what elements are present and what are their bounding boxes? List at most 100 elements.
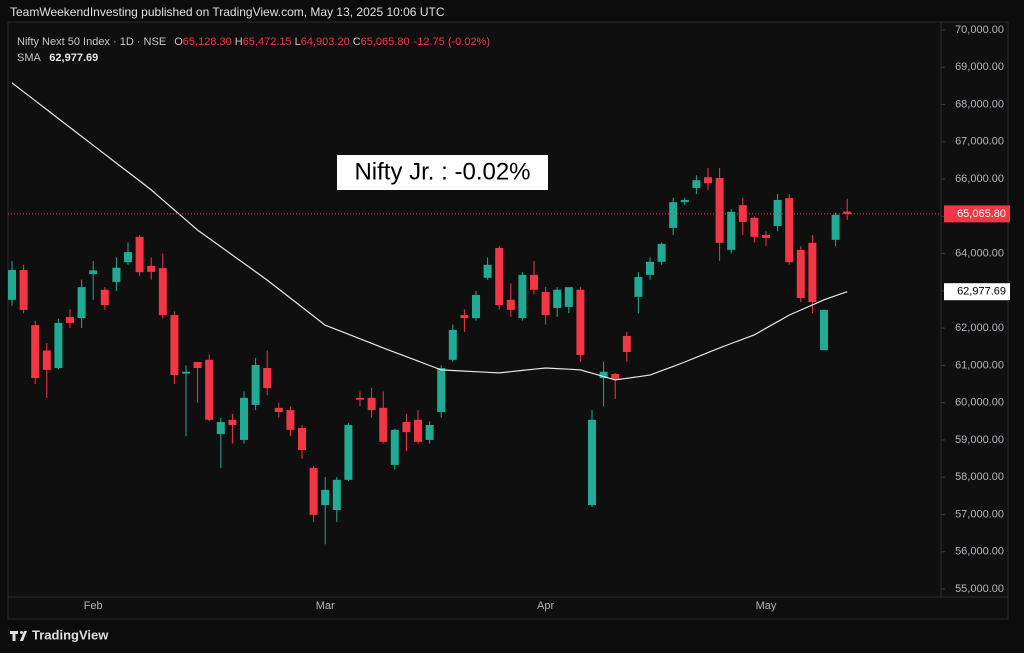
candle-body xyxy=(715,177,724,243)
sma-price-label: 62,977.69 xyxy=(957,286,1006,298)
candle-body xyxy=(634,277,643,297)
candle-body xyxy=(135,236,144,273)
candle-body xyxy=(298,428,306,450)
x-tick-label: Feb xyxy=(84,600,103,612)
ohlc-key: L xyxy=(295,36,301,48)
candle-body xyxy=(437,368,446,412)
candle-body xyxy=(240,397,248,440)
candle-body xyxy=(576,289,585,355)
candle-body xyxy=(390,429,399,465)
sma-price-box xyxy=(944,283,1010,301)
candle-body xyxy=(738,205,747,222)
symbol: Nifty Next 50 Index · 1D · NSE xyxy=(17,36,166,48)
y-tick-label: 67,000.00 xyxy=(955,136,1004,148)
candle-body xyxy=(228,419,237,426)
candle-body xyxy=(646,261,654,275)
ohlc-value: 65,065.80 xyxy=(361,36,410,48)
x-tick-label: Mar xyxy=(316,600,335,612)
ohlc-value: 65,128.30 xyxy=(183,36,232,48)
logo-icon xyxy=(10,631,27,641)
candle-body xyxy=(170,315,179,376)
sma-value: 62,977.69 xyxy=(49,52,98,64)
candle-body xyxy=(251,365,260,405)
y-tick-label: 56,000.00 xyxy=(955,546,1004,558)
candle-body xyxy=(124,252,132,263)
y-tick-label: 69,000.00 xyxy=(955,61,1004,73)
candle-body xyxy=(309,467,318,515)
x-tick-label: Apr xyxy=(537,600,554,612)
candle-body xyxy=(541,291,550,316)
candle-body xyxy=(286,410,295,430)
candle-body xyxy=(216,422,225,434)
candle-body xyxy=(89,270,98,275)
candle-body xyxy=(657,243,666,262)
publish-header: TeamWeekendInvesting published on Tradin… xyxy=(10,5,445,19)
sma-legend: SMA 62,977.69 xyxy=(17,52,98,64)
candle-body xyxy=(564,287,573,307)
candle-body xyxy=(750,217,759,237)
candle-body xyxy=(414,419,422,442)
candle-body xyxy=(193,362,202,369)
candle-body xyxy=(796,249,805,298)
x-tick-label: May xyxy=(756,600,777,612)
candle-body xyxy=(611,373,620,379)
candle-body xyxy=(31,325,40,379)
annotation-box xyxy=(337,155,548,190)
last-price-label: 65,065.80 xyxy=(957,208,1006,220)
candle-body xyxy=(762,234,770,238)
candle-body xyxy=(205,359,214,420)
candle-body xyxy=(182,371,190,374)
candle-body xyxy=(553,289,562,309)
footer-brand: TradingView xyxy=(32,627,109,642)
candle-body xyxy=(530,274,538,290)
candle-body xyxy=(704,177,712,184)
candle-body xyxy=(599,371,608,379)
candle-body xyxy=(622,335,631,352)
candle-body xyxy=(321,489,330,506)
candle-body xyxy=(506,299,515,310)
y-tick-label: 70,000.00 xyxy=(955,24,1004,36)
ohlc-value: 64,903.20 xyxy=(301,36,350,48)
candle-body xyxy=(843,211,852,214)
candle-body xyxy=(356,397,364,400)
y-tick-label: 64,000.00 xyxy=(955,248,1004,260)
y-tick-label: 55,000.00 xyxy=(955,583,1004,595)
plot xyxy=(8,82,941,545)
candle-body xyxy=(77,287,86,319)
candle-body xyxy=(19,269,28,310)
candle-body xyxy=(147,265,156,272)
candle-body xyxy=(263,368,272,389)
candle-body xyxy=(274,407,283,412)
y-tick-label: 68,000.00 xyxy=(955,98,1004,110)
y-tick-label: 58,000.00 xyxy=(955,471,1004,483)
sma-name: SMA xyxy=(17,52,42,64)
candle-body xyxy=(425,425,434,440)
last-price-box xyxy=(944,205,1010,223)
y-tick-label: 59,000.00 xyxy=(955,434,1004,446)
candle-body xyxy=(669,202,678,228)
candle-body xyxy=(808,242,817,303)
candle-body xyxy=(367,397,376,411)
candle-body xyxy=(402,422,411,433)
candle-body xyxy=(773,199,782,227)
y-tick-label: 61,000.00 xyxy=(955,359,1004,371)
candle-body xyxy=(831,214,840,240)
candle-body xyxy=(379,407,388,442)
candle-body xyxy=(588,419,596,506)
candle-body xyxy=(518,274,527,319)
symbol-legend: Nifty Next 50 Index · 1D · NSE O65,128.3… xyxy=(17,36,490,48)
ohlc-key: C xyxy=(353,36,361,48)
candle-body xyxy=(344,425,353,480)
tradingview-logo: TradingView xyxy=(10,627,109,642)
annotation: Nifty Jr. : -0.02% xyxy=(354,158,530,185)
logo-dot xyxy=(20,631,23,634)
change: -12.75 (-0.02%) xyxy=(414,36,490,48)
y-tick-label: 57,000.00 xyxy=(955,508,1004,520)
ohlc-value: 65,472.15 xyxy=(243,36,292,48)
candle-body xyxy=(785,198,794,263)
y-tick-label: 60,000.00 xyxy=(955,397,1004,409)
candle-body xyxy=(460,315,469,319)
candle-body xyxy=(472,294,480,319)
y-tick-label: 66,000.00 xyxy=(955,173,1004,185)
